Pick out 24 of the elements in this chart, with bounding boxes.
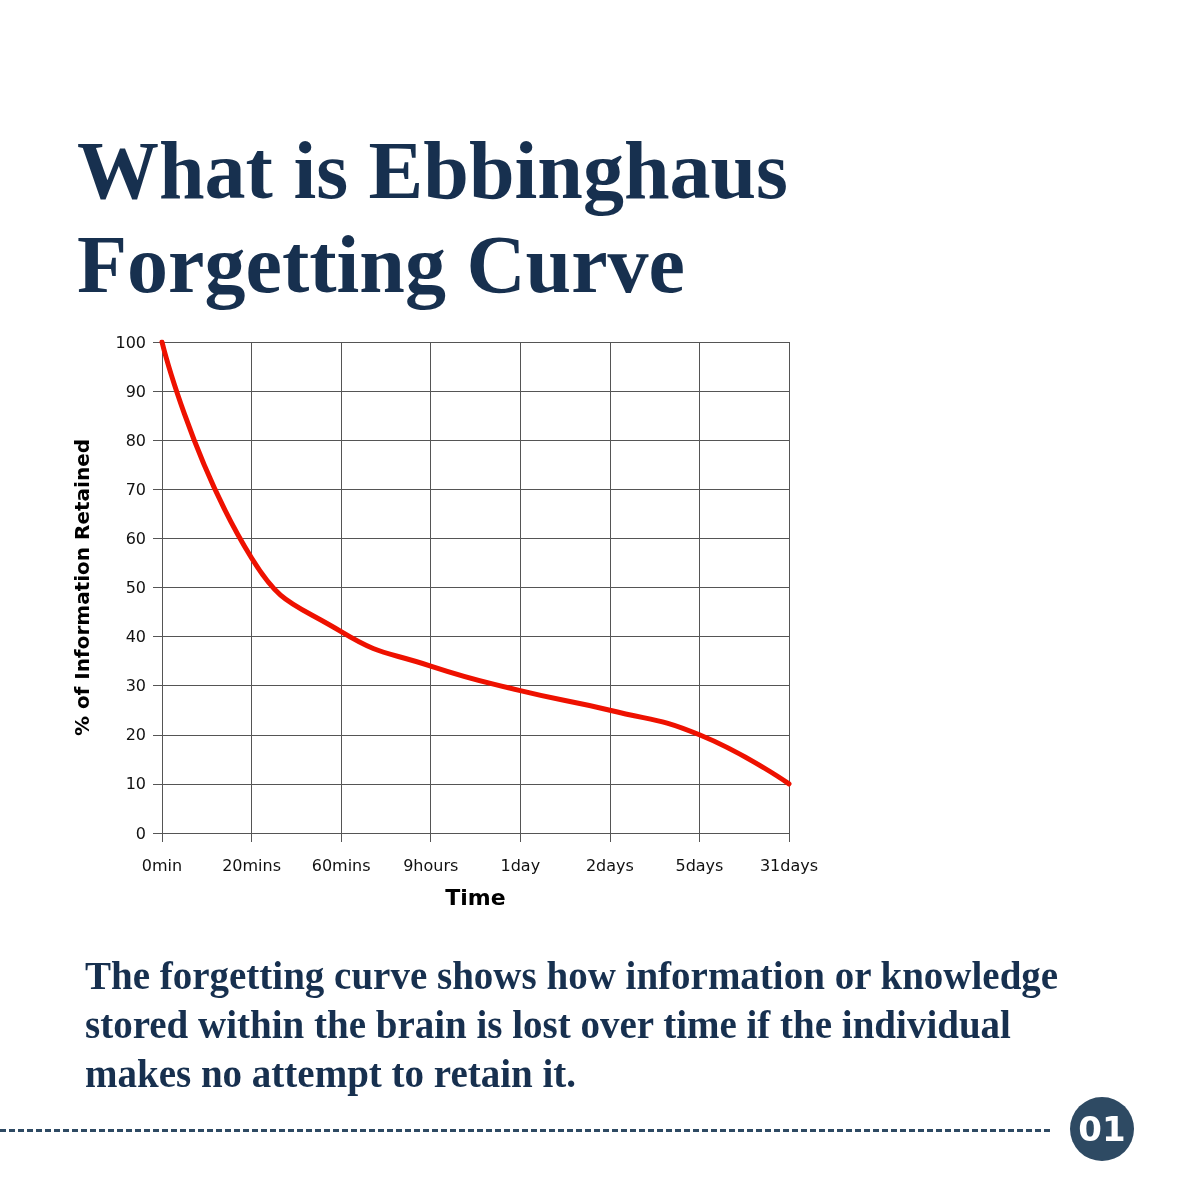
y-tick-label: 50 bbox=[125, 578, 146, 597]
y-axis-title: % of Information Retained bbox=[70, 438, 94, 737]
x-tick-label: 31days bbox=[759, 855, 819, 875]
y-tick-label: 70 bbox=[125, 479, 146, 499]
x-tick-label: 2days bbox=[585, 855, 634, 875]
x-axis-title: Time bbox=[445, 884, 506, 910]
x-tick-label: 0min bbox=[141, 855, 183, 875]
y-tick-label: 30 bbox=[125, 676, 146, 696]
y-tick-label: 90 bbox=[125, 381, 146, 401]
x-tick-label: 9hours bbox=[403, 855, 459, 875]
page-badge: 01 bbox=[1070, 1097, 1134, 1161]
y-tick-label: 20 bbox=[125, 725, 146, 745]
y-tick-label: 10 bbox=[125, 774, 146, 794]
y-tick-label: 60 bbox=[125, 528, 146, 548]
text: The forgetting curve shows how information or knowledge stored within the brain is lost over time if the individual makes no attempt to retain it. bbox=[85, 954, 1068, 1096]
x-tick-label: 60mins bbox=[311, 855, 371, 875]
x-tick-label: 5days bbox=[675, 855, 724, 875]
y-tick-label: 100 bbox=[115, 332, 146, 352]
x-tick-label: 20mins bbox=[222, 855, 282, 875]
chart-title: What is Ebbinghaus Forgetting Curve bbox=[77, 124, 809, 310]
y-tick-label: 80 bbox=[125, 430, 146, 450]
y-tick-label: 0 bbox=[135, 823, 146, 843]
y-tick-label: 40 bbox=[125, 627, 146, 647]
x-tick-label: 1day bbox=[500, 855, 541, 875]
